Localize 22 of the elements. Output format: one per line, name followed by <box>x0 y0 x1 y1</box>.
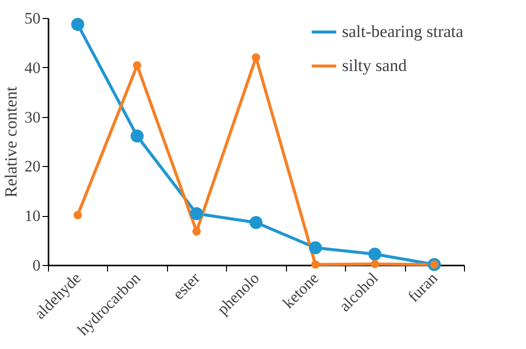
x-tick-label: ester <box>170 269 204 304</box>
y-axis-title: Relative content <box>2 86 20 198</box>
y-tick-label: 50 <box>24 10 40 28</box>
point <box>370 260 380 268</box>
point <box>190 207 204 220</box>
y-tick-label: 40 <box>24 60 40 77</box>
point <box>74 210 82 220</box>
point <box>311 260 320 269</box>
point <box>308 241 322 254</box>
y-tick-label: 30 <box>24 109 40 126</box>
point <box>71 18 84 31</box>
point <box>368 248 382 261</box>
point <box>249 216 263 230</box>
point <box>252 53 260 62</box>
y-tick-label: 0 <box>32 258 40 274</box>
point <box>130 130 144 143</box>
y-tick-label: 20 <box>24 158 40 176</box>
y-tick-label: 10 <box>24 208 40 226</box>
point <box>192 227 201 236</box>
legend-label: silty sand <box>342 56 408 75</box>
point <box>132 61 142 70</box>
legend-label: salt-bearing strata <box>342 22 464 41</box>
